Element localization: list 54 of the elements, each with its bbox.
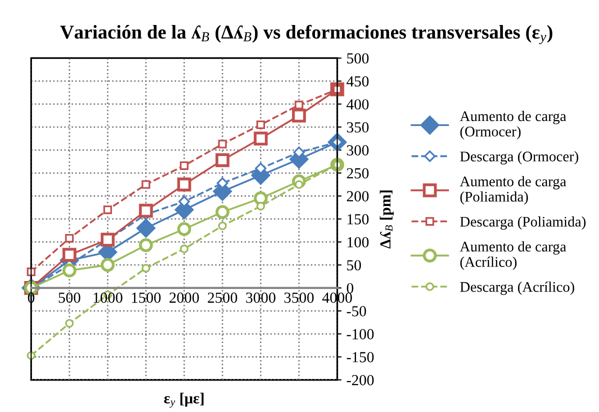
y-tick-label: -50 xyxy=(346,306,366,316)
y-tick-label: -200 xyxy=(346,375,374,386)
x-tick-label: 1500 xyxy=(132,292,161,303)
point xyxy=(216,205,230,220)
legend-label: Descarga (Poliamida) xyxy=(460,216,586,230)
y-tick-label: 0 xyxy=(346,283,354,294)
y-tick-label: 350 xyxy=(346,122,369,132)
point xyxy=(180,244,188,254)
point xyxy=(177,178,192,192)
point xyxy=(218,140,227,148)
point xyxy=(65,319,74,328)
legend-label: Aumento de carga (Poliamida) xyxy=(460,176,566,205)
point xyxy=(136,218,156,238)
y-axis-title: Δʎ$_{B}$ [pm] xyxy=(380,190,394,249)
point xyxy=(142,264,150,272)
point xyxy=(103,205,112,214)
y-tick-label: 250 xyxy=(346,168,369,178)
y-tick-label: 100 xyxy=(348,237,369,248)
point xyxy=(294,100,304,110)
y-tick-label: 400 xyxy=(346,99,369,110)
point xyxy=(256,202,266,210)
point xyxy=(216,153,230,168)
y-tick-label: -100 xyxy=(346,329,374,340)
y-tick-label: 300 xyxy=(346,145,369,156)
point xyxy=(100,258,115,272)
y-tick-label: 50 xyxy=(347,260,361,270)
point xyxy=(177,222,192,236)
point xyxy=(138,238,153,252)
point xyxy=(142,180,150,189)
x-tick-label: 500 xyxy=(58,292,80,303)
y-tick-label: 500 xyxy=(347,53,369,64)
legend-label: Aumento de carga (Acrílico) xyxy=(460,241,566,270)
x-tick-label: 2500 xyxy=(208,292,238,303)
x-tick-label: 3500 xyxy=(284,292,314,303)
y-tick-label: -150 xyxy=(346,352,374,362)
point xyxy=(180,161,188,170)
y-tick-label: 150 xyxy=(348,214,369,224)
point xyxy=(65,234,74,243)
point xyxy=(62,264,76,278)
point xyxy=(138,204,153,218)
x-tick-label: 2000 xyxy=(170,292,199,303)
chart-title: Variación de la ʎ$_{B}$ (Δʎ$_{B}$) vs deformaciones transversales (ε$_{y}$) xyxy=(60,24,552,44)
point xyxy=(256,120,266,130)
point xyxy=(62,248,76,262)
x-axis-title: ε$_{y}$ [με] xyxy=(164,392,204,408)
legend-label: Descarga (Acrílico) xyxy=(460,282,574,295)
legend-label: Descarga (Ormocer) xyxy=(460,151,578,164)
legend-label: Aumento de carga (Ormocer) xyxy=(460,110,566,140)
point xyxy=(218,222,227,230)
y-tick-label: 450 xyxy=(346,76,369,87)
x-tick-label: 3000 xyxy=(246,292,276,303)
y-tick-label: 200 xyxy=(346,191,369,202)
point xyxy=(292,108,306,122)
point xyxy=(254,132,268,146)
